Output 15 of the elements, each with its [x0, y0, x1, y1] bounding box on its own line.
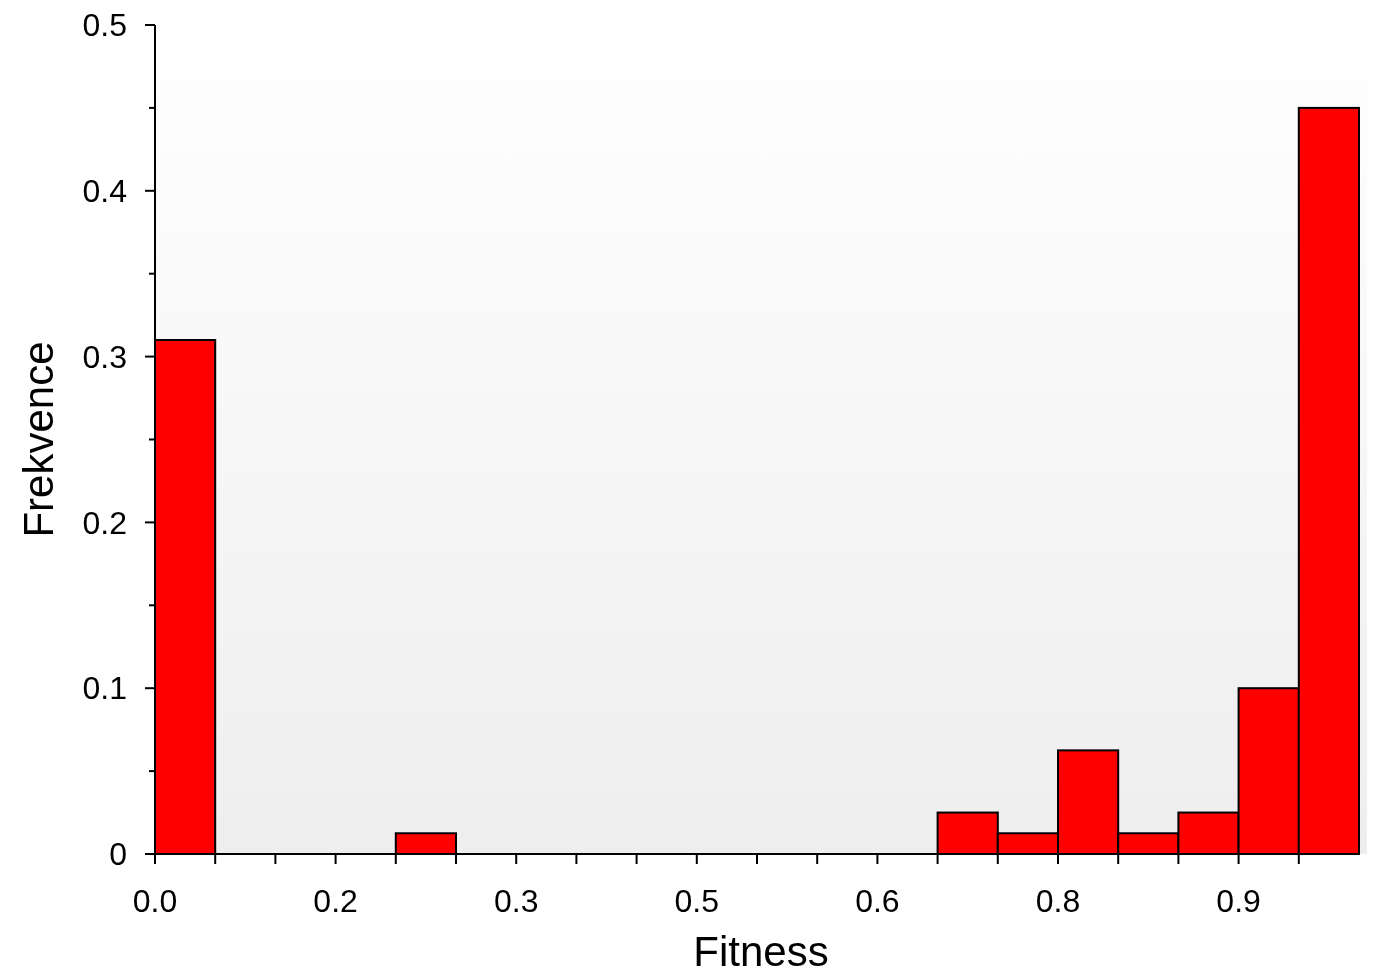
y-tick-label: 0.2 [82, 504, 127, 541]
y-tick-label: 0.1 [82, 670, 127, 707]
y-tick-label: 0.3 [82, 338, 127, 375]
x-tick-label: 0.5 [674, 883, 720, 919]
y-axis-title: Frekvence [15, 341, 62, 538]
x-axis-title: Fitness [693, 928, 829, 975]
x-tick-label: 0.0 [132, 883, 178, 919]
x-tick-label: 0.8 [1035, 883, 1081, 919]
y-tick-label: 0.4 [82, 173, 127, 209]
x-tick-label: 0.6 [855, 883, 900, 919]
x-tick-label: 0.2 [313, 883, 358, 919]
y-tick-label: 0 [109, 836, 127, 873]
x-tick-label: 0.9 [1216, 883, 1261, 919]
x-tick-label: 0.3 [493, 883, 539, 919]
y-tick-label: 0.5 [82, 7, 127, 44]
